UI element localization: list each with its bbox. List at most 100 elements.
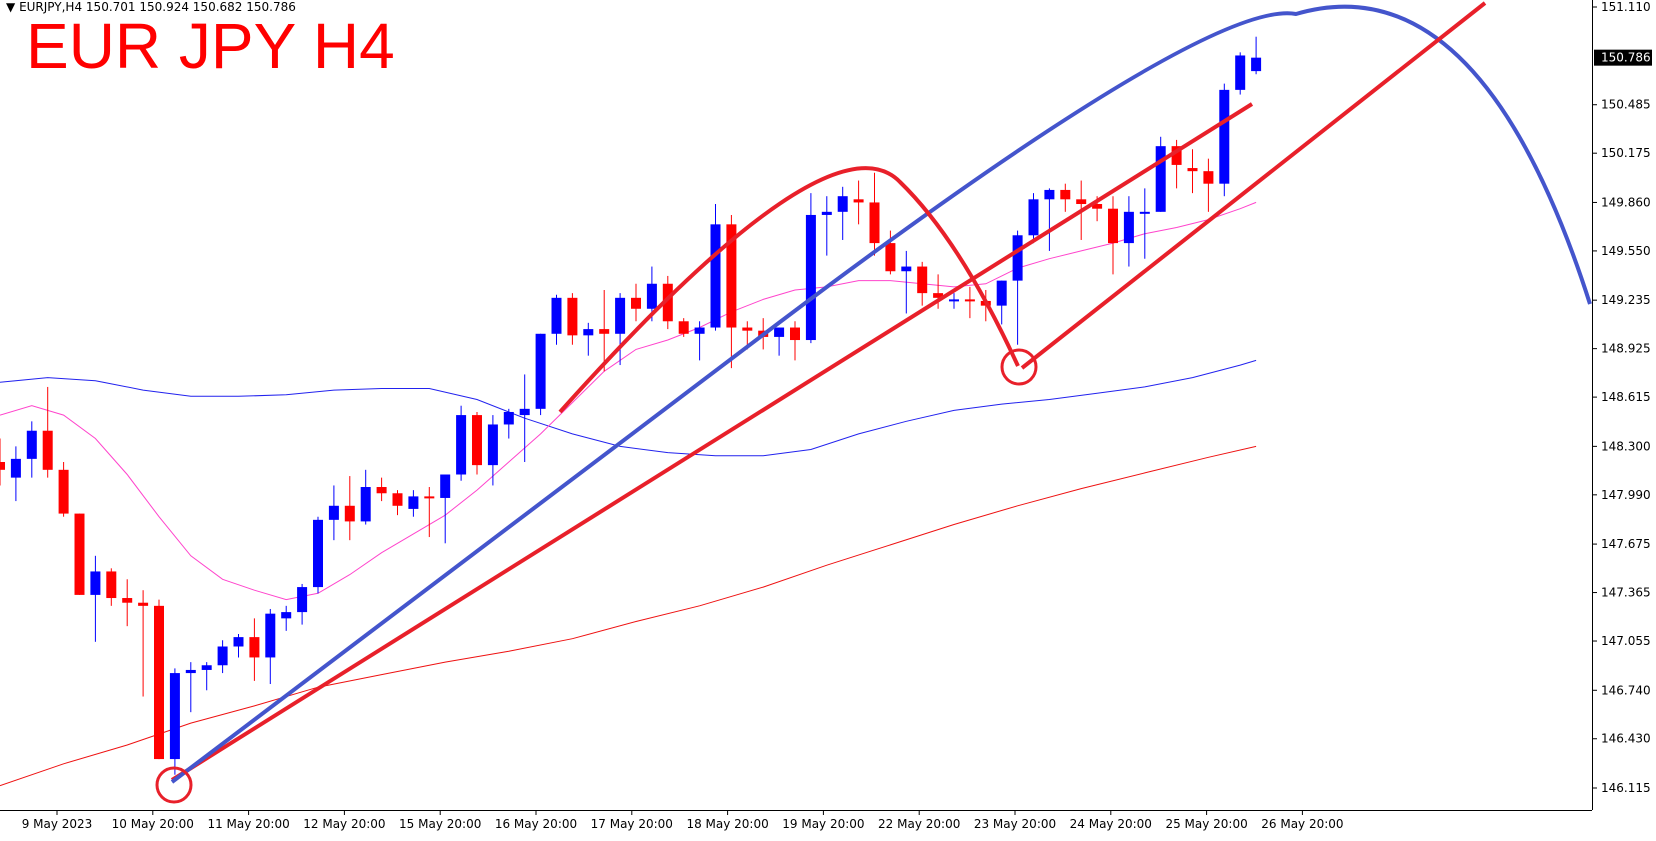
candle-body — [996, 280, 1007, 306]
price-tick-label: 150.485 — [1601, 98, 1651, 112]
current-price-box — [1594, 49, 1652, 66]
candle-body — [74, 513, 85, 595]
candle-body — [1060, 189, 1071, 200]
candle — [456, 405, 467, 481]
candle-body — [599, 329, 610, 334]
candle-body — [662, 283, 673, 322]
candle-body — [106, 571, 117, 599]
price-tick-label: 146.115 — [1601, 781, 1651, 795]
candle-body — [933, 293, 944, 298]
candle — [122, 579, 133, 627]
candle — [551, 294, 562, 345]
price-axis: 151.110 150.485 150.175 149.860 149.550 149.2… — [1592, 0, 1651, 795]
candle — [249, 618, 260, 681]
current-price-label: 150.786 — [1594, 49, 1652, 66]
symbol-label: EURJPY,H4 — [19, 0, 83, 14]
time-axis: 9 May 2023 10 May 20:00 11 May 20:00 12 May… — [22, 810, 1344, 831]
candle-body — [122, 598, 133, 603]
candle-body — [742, 327, 753, 331]
candle — [328, 485, 339, 541]
candle — [790, 321, 800, 361]
candle — [519, 374, 530, 462]
candle-body — [646, 283, 657, 309]
blue-forecast-curve — [170, 4, 1592, 784]
candle — [1060, 183, 1071, 212]
candle — [662, 275, 673, 330]
candle-body — [265, 613, 276, 658]
candle-body — [344, 505, 355, 522]
candle-body — [615, 297, 626, 334]
candle — [949, 293, 959, 309]
candle — [26, 421, 37, 478]
price-tick-label: 150.175 — [1601, 146, 1651, 160]
candle-body — [885, 243, 896, 272]
time-tick-label: 12 May 20:00 — [303, 817, 385, 831]
candle-body — [154, 605, 164, 760]
candle — [138, 590, 149, 697]
candle-body — [0, 461, 5, 470]
candle — [217, 640, 228, 674]
candle-body — [503, 411, 514, 425]
candle — [74, 513, 85, 595]
time-tick-label: 19 May 20:00 — [782, 817, 864, 831]
candle-body — [805, 214, 816, 341]
candle-body — [1187, 168, 1198, 172]
candle-body — [10, 458, 21, 478]
candle-body — [869, 202, 880, 244]
time-tick-label: 16 May 20:00 — [495, 817, 577, 831]
candle — [472, 411, 482, 475]
candle-body — [392, 493, 403, 506]
price-tick-label: 149.860 — [1601, 195, 1651, 209]
candle — [996, 280, 1007, 325]
price-tick-label: 151.110 — [1601, 0, 1651, 14]
candle-body — [313, 519, 323, 588]
candle — [281, 605, 292, 631]
candle-body — [519, 408, 530, 416]
price-tick-label: 147.365 — [1601, 586, 1651, 600]
price-tick-label: 147.990 — [1601, 488, 1651, 502]
time-tick-label: 25 May 20:00 — [1165, 817, 1247, 831]
candle-body — [774, 327, 785, 337]
candle-body — [1092, 204, 1103, 209]
candle — [631, 283, 641, 322]
candle — [1219, 83, 1230, 197]
candle-body — [217, 646, 228, 666]
candle — [392, 490, 403, 516]
price-tick-label: 147.055 — [1601, 634, 1651, 648]
candle-body — [472, 415, 482, 466]
current-price-text: 150.786 — [1601, 51, 1651, 65]
candle — [567, 293, 578, 345]
candle-body — [837, 196, 848, 212]
candle-body — [249, 637, 260, 658]
candle — [344, 476, 355, 541]
price-tick-label: 149.550 — [1601, 244, 1651, 258]
time-tick-label: 9 May 2023 — [22, 817, 93, 831]
candle — [1203, 158, 1214, 212]
candle — [837, 186, 848, 240]
candle-body — [853, 199, 864, 203]
candle-body — [949, 299, 959, 302]
candle — [1155, 136, 1166, 212]
candle-body — [1123, 211, 1134, 244]
candle-body — [424, 496, 435, 499]
candle — [1187, 149, 1198, 194]
candle — [201, 662, 212, 691]
candle-body — [408, 496, 419, 509]
candle — [58, 461, 69, 517]
ohlc-values: 150.701 150.924 150.682 150.786 — [85, 0, 296, 14]
candle — [10, 446, 21, 502]
candle — [821, 196, 832, 256]
candle — [1235, 52, 1246, 95]
candle-body — [169, 673, 180, 760]
candle — [1171, 139, 1182, 189]
candle-body — [583, 329, 594, 336]
candle — [0, 438, 5, 486]
candle — [313, 516, 323, 594]
candle — [487, 415, 498, 486]
dropdown-triangle-icon[interactable]: ▼ — [6, 0, 16, 14]
candle — [615, 293, 626, 366]
candle-body — [1028, 199, 1039, 236]
